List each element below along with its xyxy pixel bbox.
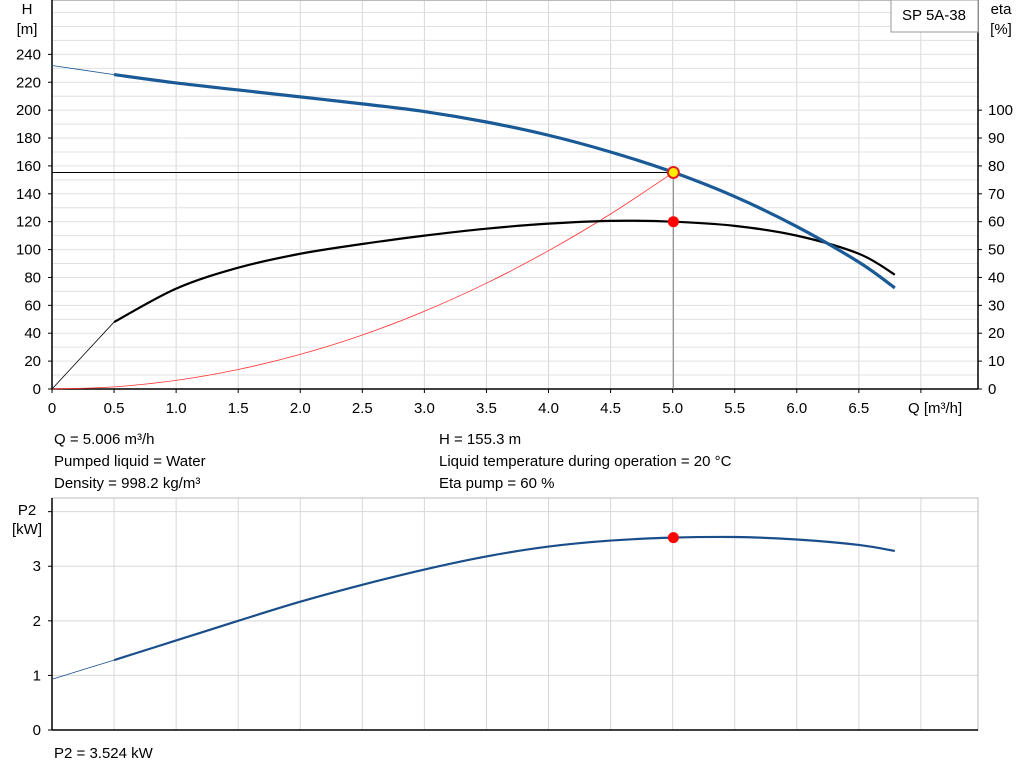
plot-frame — [51, 497, 979, 731]
eta-tick-label: 20 — [988, 325, 1005, 342]
eta-tick-label: 80 — [988, 158, 1005, 175]
info-p2: P2 = 3.524 kW — [54, 745, 153, 762]
x-tick-label: 3.0 — [414, 400, 435, 417]
y-tick-label: 60 — [24, 297, 41, 314]
p2-curve-extrapolated — [51, 659, 115, 680]
y-left-label-h: H — [22, 1, 33, 18]
operating-point-eta — [667, 216, 679, 228]
tick-labels: 0 0.5 1.0 1.5 2.0 2.5 3.0 3.5 4.0 4.5 5.0 5.5 6.0 6.5… — [16, 46, 1013, 739]
eta-tick-label: 10 — [988, 353, 1005, 370]
operating-point-p2 — [667, 532, 679, 544]
eta-tick-label: 60 — [988, 214, 1005, 231]
eta-curve — [113, 219, 896, 324]
x-axis-label: Q [m³/h] — [908, 400, 962, 417]
x-tick-label: 6.0 — [786, 400, 807, 417]
y-tick-label: 40 — [24, 325, 41, 342]
info-eta: Eta pump = 60 % — [439, 475, 555, 492]
eta-tick-label: 40 — [988, 269, 1005, 286]
y-tick-label: 100 — [16, 242, 41, 259]
x-tick-label: 1.0 — [166, 400, 187, 417]
x-tick-label: 4.0 — [538, 400, 559, 417]
y-right-label-unit: [%] — [990, 21, 1012, 38]
y-tick-label: 80 — [24, 269, 41, 286]
p2-tick-label: 1 — [33, 667, 41, 684]
p2-curve — [113, 535, 896, 662]
eta-curve-extrapolated — [51, 321, 115, 390]
p2-tick-label: 2 — [33, 613, 41, 630]
x-tick-label: 6.5 — [848, 400, 869, 417]
x-tick-label: 4.5 — [600, 400, 621, 417]
y-tick-label: 160 — [16, 158, 41, 175]
y-tick-label: 120 — [16, 214, 41, 231]
x-tick-label: 3.5 — [476, 400, 497, 417]
power-chart-grid — [51, 497, 979, 731]
plot-frame — [51, 0, 979, 390]
info-density: Density = 998.2 kg/m³ — [54, 475, 201, 492]
eta-tick-label: 90 — [988, 130, 1005, 147]
head-chart-grid — [51, 0, 979, 390]
eta-tick-label: 70 — [988, 186, 1005, 203]
eta-tick-label: 0 — [988, 381, 996, 398]
legend-model: SP 5A-38 — [902, 7, 966, 24]
head-curve — [113, 73, 896, 290]
operating-point-head — [666, 165, 680, 179]
eta-tick-label: 50 — [988, 242, 1005, 259]
x-tick-label: 0.5 — [104, 400, 125, 417]
x-tick-label: 2.5 — [352, 400, 373, 417]
y-right-label-eta: eta — [991, 1, 1013, 18]
info-temp: Liquid temperature during operation = 20… — [439, 453, 732, 470]
x-tick-label: 5.5 — [724, 400, 745, 417]
system-curve — [51, 172, 674, 390]
p2-unit: [kW] — [12, 521, 42, 538]
y-tick-label: 240 — [16, 46, 41, 63]
y-left-label-unit: [m] — [17, 21, 38, 38]
y-tick-label: 180 — [16, 130, 41, 147]
curves — [51, 65, 896, 680]
y-tick-label: 140 — [16, 186, 41, 203]
info-liquid: Pumped liquid = Water — [54, 453, 206, 470]
p2-tick-label: 3 — [33, 558, 41, 575]
eta-tick-label: 100 — [988, 102, 1013, 119]
p2-tick-label: 0 — [33, 722, 41, 739]
head-curve-extrapolated — [51, 65, 115, 75]
y-tick-label: 0 — [33, 381, 41, 398]
p2-label: P2 — [18, 502, 36, 519]
y-tick-label: 200 — [16, 102, 41, 119]
x-tick-label: 0 — [48, 400, 56, 417]
x-tick-label: 1.5 — [228, 400, 249, 417]
x-tick-label: 2.0 — [290, 400, 311, 417]
info-q: Q = 5.006 m³/h — [54, 431, 155, 448]
eta-tick-label: 30 — [988, 297, 1005, 314]
legend-box — [890, 0, 979, 33]
x-tick-label: 5.0 — [662, 400, 683, 417]
y-tick-label: 20 — [24, 353, 41, 370]
info-h: H = 155.3 m — [439, 431, 522, 448]
y-tick-label: 220 — [16, 74, 41, 91]
